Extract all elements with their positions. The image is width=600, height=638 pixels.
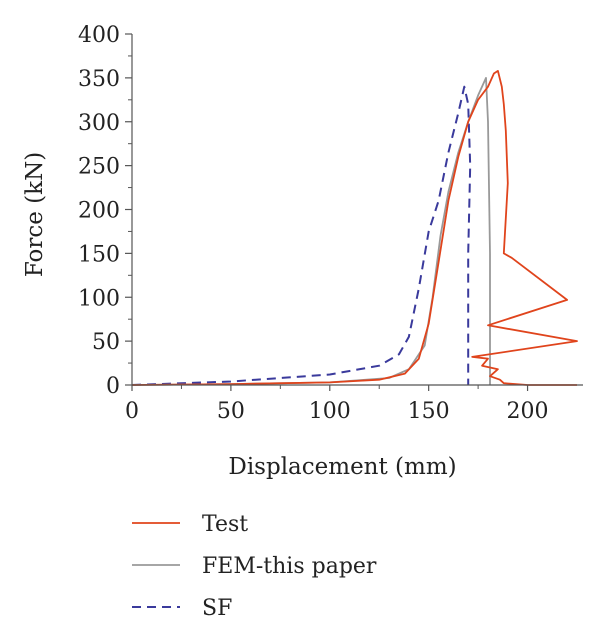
y-tick-label: 400 — [78, 23, 120, 48]
series-line-test — [131, 70, 578, 386]
y-tick-label: 300 — [78, 111, 120, 136]
series-line-sf — [131, 85, 472, 386]
x-tick-label: 50 — [217, 399, 245, 424]
y-tick-label: 200 — [78, 199, 120, 224]
y-tick-label: 50 — [92, 330, 120, 355]
y-tick-label: 350 — [78, 67, 120, 92]
legend: Test FEM-this paper SF — [132, 512, 377, 621]
legend-label-test: Test — [202, 512, 248, 537]
y-tick-label: 0 — [106, 374, 120, 399]
legend-label-sf: SF — [202, 596, 232, 621]
x-axis-title: Displacement (mm) — [228, 454, 456, 480]
axes — [131, 34, 583, 386]
x-tick-label: 0 — [125, 399, 139, 424]
y-axis-title: Force (kN) — [22, 152, 48, 277]
legend-label-fem-this-paper: FEM-this paper — [202, 554, 377, 579]
x-tick-label: 100 — [309, 399, 351, 424]
series-line-fem-this-paper — [131, 77, 491, 386]
y-tick-label: 250 — [78, 155, 120, 180]
y-tick-label: 150 — [78, 242, 120, 267]
x-tick-label: 150 — [408, 399, 450, 424]
y-tick-label: 100 — [78, 286, 120, 311]
plot-area — [131, 70, 578, 386]
ticks: 0 50 100 150 200 0 50 100 150 200 250 300 350 400 — [78, 23, 549, 424]
x-tick-label: 200 — [507, 399, 549, 424]
